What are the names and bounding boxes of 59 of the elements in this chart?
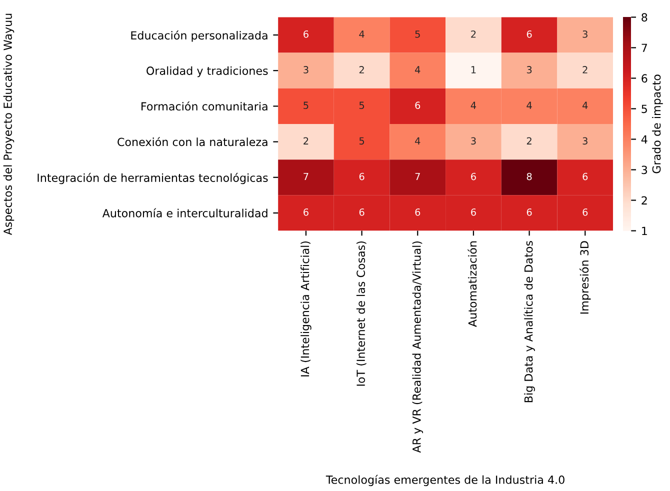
data-label: 7 [304,172,308,180]
data-label: 6 [471,208,476,216]
data-label: 6 [415,102,420,109]
data-label: 2 [582,66,588,74]
data-label: 5 [304,102,308,109]
data-label: 2 [526,137,532,144]
data-label: 7 [415,172,420,180]
x-tick-label: IA (Inteligencia Artificial) [300,241,312,376]
x-tick-label: Impresión 3D [580,241,591,314]
data-label: 6 [526,30,532,38]
data-label: 5 [359,137,364,145]
data-label: 1 [471,66,476,74]
color-bar-label: 6 [642,74,648,83]
data-label: 6 [471,172,476,180]
color-bar-label: 1 [642,226,647,235]
data-label: 6 [359,208,364,216]
data-label: 4 [582,102,588,109]
data-label: 2 [304,137,308,144]
color-bar-label: 3 [642,166,648,174]
color-bar-label: 8 [642,13,648,22]
data-label: 6 [526,208,532,216]
y-tick-label: Oralidad y tradiciones [146,66,268,78]
data-label: 6 [582,208,588,216]
data-label: 3 [304,66,308,74]
x-tick-label: Big Data y Analítica de Datos [524,241,535,402]
color-bar-label: 2 [642,196,647,204]
data-label: 2 [359,66,364,74]
data-label: 6 [415,208,420,216]
data-label: 4 [526,102,532,109]
y-tick-label: Educación personalizada [131,30,268,42]
data-label: 3 [526,66,532,74]
data-label: 5 [359,102,364,109]
x-tick-label: IoT (Internet de las Cosas) [356,241,366,386]
color-bar-title: Grado de impacto [652,74,663,174]
data-label: 4 [415,137,420,144]
data-label: 4 [415,66,420,74]
data-label: 4 [359,30,364,38]
data-label: 5 [415,30,420,38]
x-tick-label: AR y VR (Realidad Aumentada/Virtual) [412,241,424,453]
data-label: 2 [471,30,476,38]
y-axis-title: Aspectos del Proyecto Educativo Wayuu [3,14,14,236]
color-bar-label: 7 [642,44,647,52]
y-tick-label: Integración de herramientas tecnológicas [38,172,268,184]
color-bar-label: 4 [641,135,648,144]
y-tick-label: Autonomía e interculturalidad [102,208,268,218]
data-label: 6 [359,172,364,180]
data-label: 3 [582,137,588,145]
data-label: 3 [471,137,476,145]
data-label: 6 [304,208,308,216]
color-bar-label: 5 [642,104,647,114]
data-label: 6 [304,30,308,38]
data-label: 3 [582,30,588,38]
x-tick-label: Automatización [468,241,477,327]
y-tick-label: Formación comunitaria [142,102,268,111]
y-tick-label: Conexión con la naturaleza [118,137,268,146]
data-label: 4 [470,102,476,109]
data-label: 6 [582,172,588,180]
data-label: 8 [526,172,532,180]
x-axis-title: Tecnologías emergentes de la Industria 4.0 [326,474,564,486]
